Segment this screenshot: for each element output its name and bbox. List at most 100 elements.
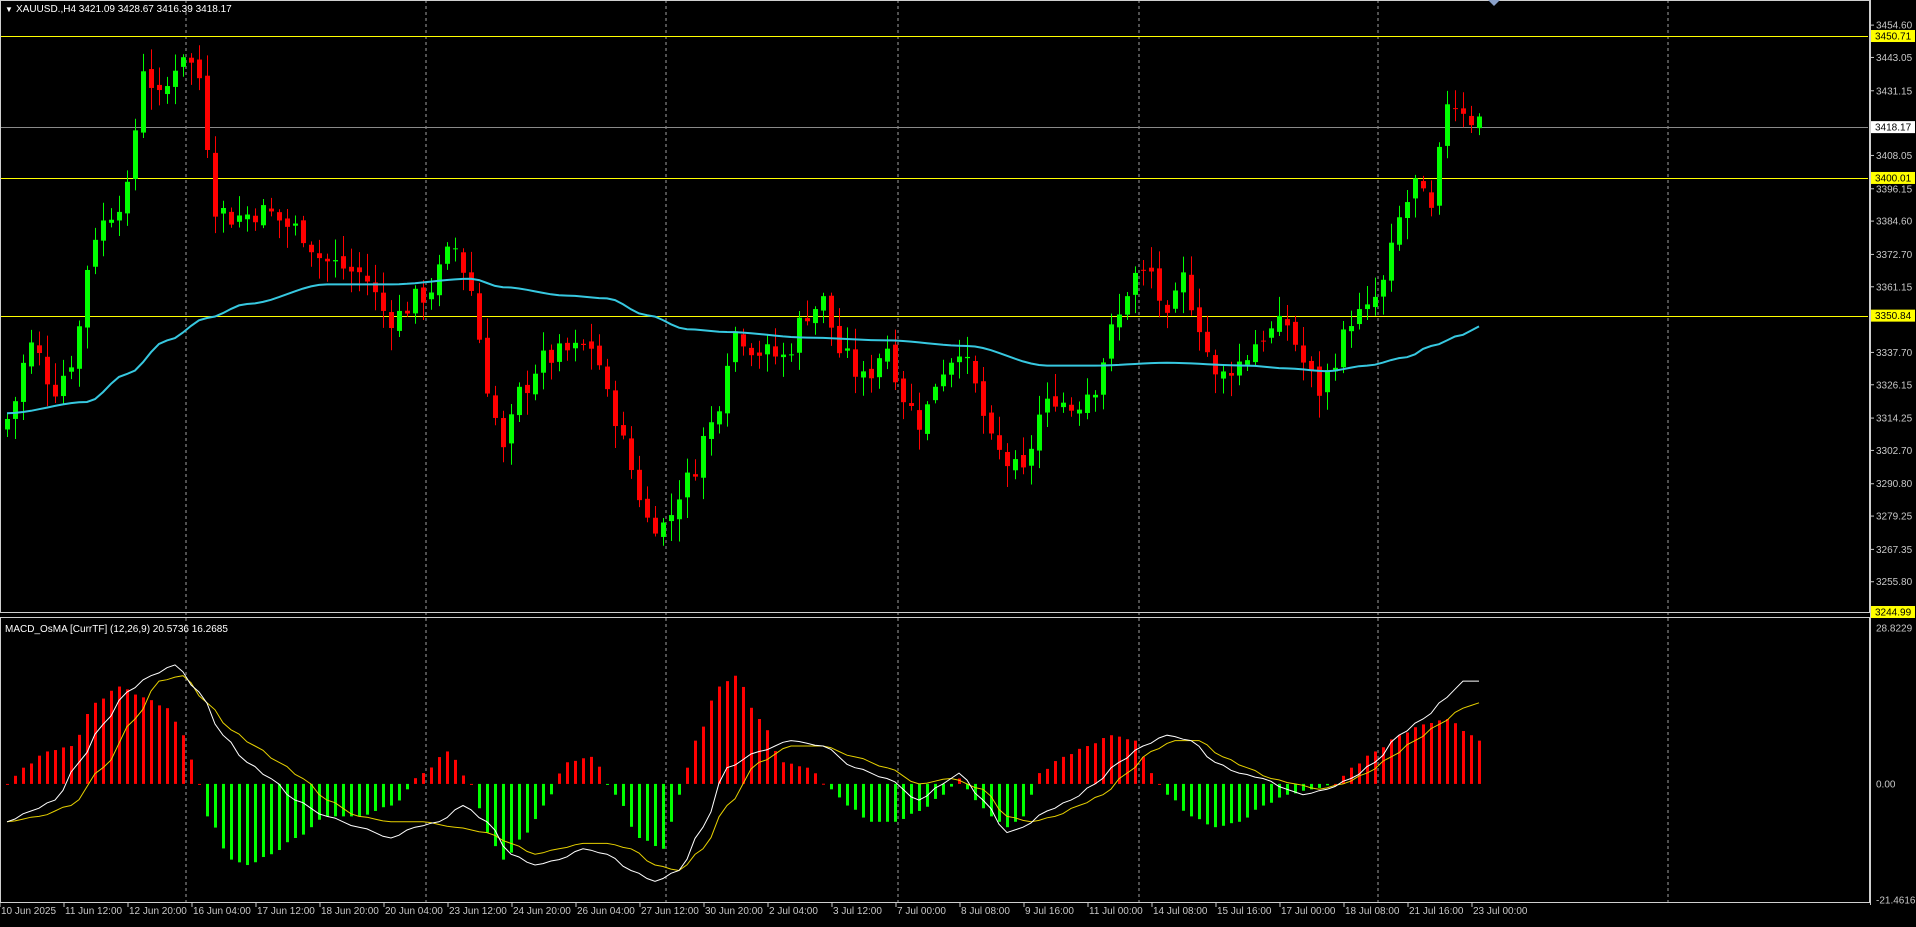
candle	[1397, 205, 1402, 251]
candle-body	[1445, 104, 1450, 146]
candle	[933, 383, 938, 404]
candle-body	[845, 348, 850, 351]
candle-body	[557, 343, 562, 362]
candle	[317, 239, 322, 279]
macd-histogram-bar	[974, 783, 977, 801]
candle	[589, 323, 594, 370]
macd-histogram-bar	[342, 783, 345, 817]
macd-histogram-bar	[1382, 747, 1385, 784]
candle	[21, 354, 26, 421]
time-tick-label: 26 Jun 04:00	[577, 906, 635, 917]
macd-tick-label: 0.00	[1876, 779, 1896, 790]
candle	[1053, 374, 1058, 412]
macd-histogram-bar	[566, 762, 569, 784]
macd-histogram-bar	[134, 694, 137, 784]
candle-body	[693, 474, 698, 477]
time-tick-label: 9 Jul 16:00	[1025, 906, 1074, 917]
pane-frames	[0, 0, 1871, 905]
candle	[181, 54, 186, 77]
candle-body	[1437, 146, 1442, 206]
candle-body	[157, 84, 162, 91]
candle	[901, 371, 906, 420]
candle	[365, 253, 370, 296]
macd-histogram-bar	[638, 783, 641, 839]
macd-histogram-bar	[222, 783, 225, 849]
candle	[661, 517, 666, 546]
candle	[1309, 356, 1314, 388]
candle-body	[805, 318, 810, 322]
candle	[333, 239, 338, 278]
candle-body	[941, 374, 946, 387]
candle	[1149, 247, 1154, 289]
macd-histogram-bar	[910, 783, 913, 814]
macd-histogram-bar	[454, 759, 457, 784]
candle-body	[485, 337, 490, 394]
candle-body	[1125, 296, 1130, 315]
candle	[645, 486, 650, 523]
candle-body	[197, 59, 202, 79]
candle	[525, 370, 530, 415]
candle-body	[1109, 324, 1114, 359]
candle-body	[253, 215, 258, 223]
candle	[37, 331, 42, 366]
candle-body	[261, 205, 266, 226]
macd-histogram-bar	[1254, 783, 1257, 810]
macd-histogram-bar	[70, 746, 73, 784]
time-tick-label: 15 Jul 16:00	[1217, 906, 1272, 917]
candle-body	[1373, 296, 1378, 308]
candle	[941, 359, 946, 392]
candle	[581, 339, 586, 351]
candle	[1373, 277, 1378, 316]
macd-histogram-bar	[374, 783, 377, 811]
macd-histogram-bar	[358, 783, 361, 817]
candle	[765, 334, 770, 372]
shift-marker-icon[interactable]	[1488, 0, 1500, 6]
candle-body	[685, 472, 690, 498]
macd-histogram-bar	[590, 756, 593, 784]
macd-histogram-bar	[142, 697, 145, 784]
candle	[693, 459, 698, 481]
macd-histogram-bar	[1398, 735, 1401, 784]
macd-histogram-bar	[670, 783, 673, 822]
candle	[157, 67, 162, 106]
candle	[77, 320, 82, 387]
candle-body	[1301, 345, 1306, 363]
macd-histogram-bar	[1246, 783, 1249, 818]
candle	[989, 405, 994, 440]
macd-histogram-bar	[1022, 783, 1025, 817]
candle-body	[69, 367, 74, 372]
candle-body	[1253, 344, 1258, 363]
macd-histogram-bar	[390, 783, 393, 806]
candle-body	[461, 252, 466, 273]
candle	[925, 401, 930, 441]
candle-body	[125, 181, 130, 214]
signal-line	[6, 675, 1480, 872]
macd-histogram-bar	[846, 783, 849, 806]
macd-histogram-bar	[982, 783, 985, 809]
price-tick-label: 3443.05	[1876, 53, 1913, 64]
candle-body	[477, 293, 482, 340]
candle	[1045, 382, 1050, 427]
time-tick-label: 10 Jun 2025	[1, 906, 56, 917]
candle-body	[365, 275, 370, 282]
candle-body	[629, 438, 634, 471]
candle	[421, 280, 426, 320]
candle	[325, 253, 330, 282]
candle-body	[61, 375, 66, 397]
price-tick-label: 3267.35	[1876, 545, 1913, 556]
symbol-menu-icon[interactable]: ▼	[5, 5, 13, 14]
candle-body	[141, 71, 146, 133]
macd-histogram-bar	[1182, 783, 1185, 811]
candle-body	[301, 220, 306, 244]
macd-histogram-bar	[1334, 783, 1337, 785]
candle	[1461, 92, 1466, 128]
candle	[293, 215, 298, 236]
candle	[965, 336, 970, 375]
macd-histogram-bar	[1454, 723, 1457, 784]
macd-histogram-bar	[1062, 756, 1065, 784]
candle-body	[717, 411, 722, 425]
macd-histogram-bar	[742, 686, 745, 784]
macd-histogram-bar	[158, 705, 161, 784]
candle-body	[813, 309, 818, 324]
